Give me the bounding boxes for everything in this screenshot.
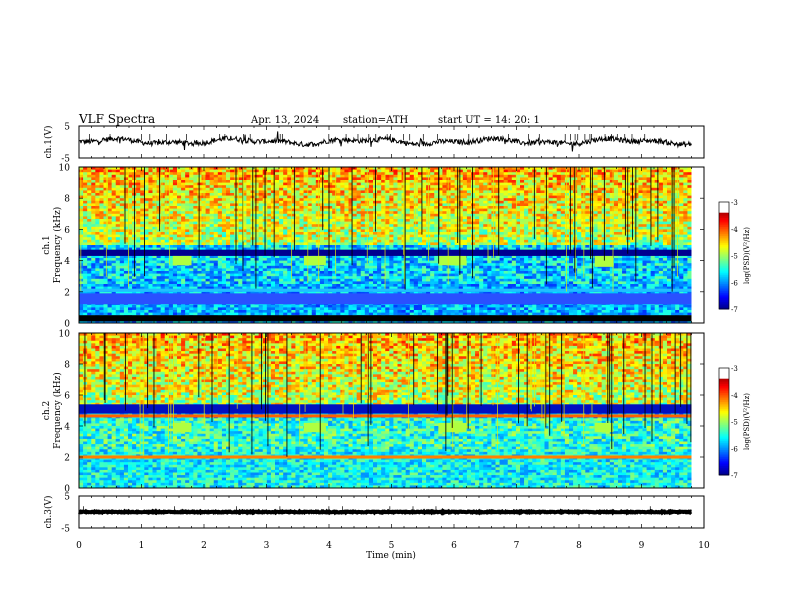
chart-title: VLF Spectra bbox=[79, 112, 156, 126]
ch3-waveform-trace bbox=[78, 508, 693, 516]
xtick-label: 1 bbox=[139, 541, 145, 551]
ch1-spectrogram-colorbar-tick: -3 bbox=[731, 199, 738, 207]
ch2-spectrogram-colorbar-tick: -7 bbox=[731, 472, 738, 480]
xtick-label: 5 bbox=[389, 541, 395, 551]
ch2-spectrogram-colorbar-tick: -4 bbox=[731, 392, 738, 400]
ch1-spectrogram-band bbox=[79, 288, 692, 292]
ch2-spectrogram-burst bbox=[304, 422, 326, 433]
ch2-spectrogram-band bbox=[79, 414, 692, 418]
ch2-spectrogram-ytick-label: 6 bbox=[64, 392, 70, 402]
ch2-spectrogram-ytick-label: 2 bbox=[64, 454, 70, 464]
ch3-waveform-ytick-label: -5 bbox=[61, 525, 70, 535]
ch2-spectrogram-burst bbox=[594, 422, 614, 433]
ch1-waveform-ylabel: ch.1(V) bbox=[43, 126, 54, 159]
ch1-spectrogram-band bbox=[79, 293, 692, 305]
ch1-spectrogram-ytick-label: 10 bbox=[59, 164, 71, 174]
ch1-spectrogram-ylabel: ch.1 bbox=[42, 235, 52, 254]
ch2-spectrogram-colorbar-tick: -6 bbox=[731, 445, 738, 453]
ch2-spectrogram-colorbar-tick: -5 bbox=[731, 419, 738, 427]
ch1-spectrogram-ytick-label: 2 bbox=[64, 288, 70, 298]
ch1-waveform-ytick-label: -5 bbox=[61, 155, 70, 165]
ch2-spectrogram-ylabel: Frequency (kHz) bbox=[52, 372, 63, 449]
ch1-spectrogram-ytick-label: 0 bbox=[64, 320, 70, 330]
ch1-spectrogram-ytick-label: 6 bbox=[64, 226, 70, 236]
ch1-spectrogram-burst bbox=[594, 255, 614, 267]
ch2-spectrogram-colorbar-label: log(PSD)(V²/Hz) bbox=[743, 393, 751, 450]
ch1-spectrogram-colorbar-tick: -5 bbox=[731, 253, 738, 261]
xtick-label: 8 bbox=[576, 541, 582, 551]
ch1-spectrogram-colorbar-tick: -7 bbox=[731, 306, 738, 314]
xtick-label: 6 bbox=[451, 541, 457, 551]
ch3-waveform-ylabel: ch.3(V) bbox=[43, 496, 54, 529]
xtick-label: 4 bbox=[326, 541, 332, 551]
ch3-waveform-ytick-label: 5 bbox=[64, 493, 70, 503]
start-time-label: start UT = 14: 20: 1 bbox=[438, 115, 540, 126]
ch1-spectrogram-ytick-label: 8 bbox=[64, 195, 70, 205]
ch1-spectrogram-colorbar-tick: -4 bbox=[731, 226, 738, 234]
ch1-spectrogram-image bbox=[79, 167, 704, 324]
ch2-spectrogram-band bbox=[79, 455, 692, 459]
ch1-waveform-trace bbox=[78, 131, 692, 152]
ch2-spectrogram-ytick-label: 8 bbox=[64, 361, 70, 371]
xtick-label: 10 bbox=[698, 541, 710, 551]
recording-date: Apr. 13, 2024 bbox=[251, 115, 320, 126]
ch1-spectrogram-burst bbox=[438, 255, 467, 266]
x-axis-label: Time (min) bbox=[366, 550, 416, 561]
ch1-spectrogram-colorbar bbox=[718, 201, 730, 310]
xtick-label: 2 bbox=[201, 541, 207, 551]
ch1-spectrogram-ylabel: Frequency (kHz) bbox=[52, 207, 63, 284]
ch1-spectrogram-burst bbox=[172, 255, 192, 266]
ch1-spectrogram-colorbar-label: log(PSD)(V²/Hz) bbox=[743, 227, 751, 284]
ch1-spectrogram-colorbar-tick: -6 bbox=[731, 279, 738, 287]
ch1-spectrogram-ytick-label: 4 bbox=[64, 257, 70, 267]
ch2-spectrogram-band bbox=[79, 404, 692, 414]
ch2-spectrogram-ytick-label: 10 bbox=[59, 330, 71, 340]
ch2-spectrogram-colorbar bbox=[718, 367, 730, 476]
ch1-waveform-ytick-label: 5 bbox=[64, 123, 70, 133]
ch1-spectrogram-burst bbox=[304, 255, 326, 266]
station-label: station=ATH bbox=[343, 115, 409, 126]
ch2-spectrogram-colorbar-tick: -3 bbox=[731, 365, 738, 373]
ch2-spectrogram-ytick-label: 0 bbox=[64, 485, 70, 495]
ch2-spectrogram-ylabel: ch.2 bbox=[42, 401, 52, 420]
ch2-spectrogram-burst bbox=[172, 422, 192, 433]
ch2-spectrogram-image bbox=[79, 333, 704, 489]
ch2-spectrogram-ytick-label: 4 bbox=[64, 423, 70, 433]
xtick-label: 0 bbox=[76, 541, 82, 551]
xtick-label: 3 bbox=[264, 541, 270, 551]
xtick-label: 9 bbox=[639, 541, 645, 551]
ch1-spectrogram-band bbox=[79, 315, 692, 322]
xtick-label: 7 bbox=[514, 541, 520, 551]
